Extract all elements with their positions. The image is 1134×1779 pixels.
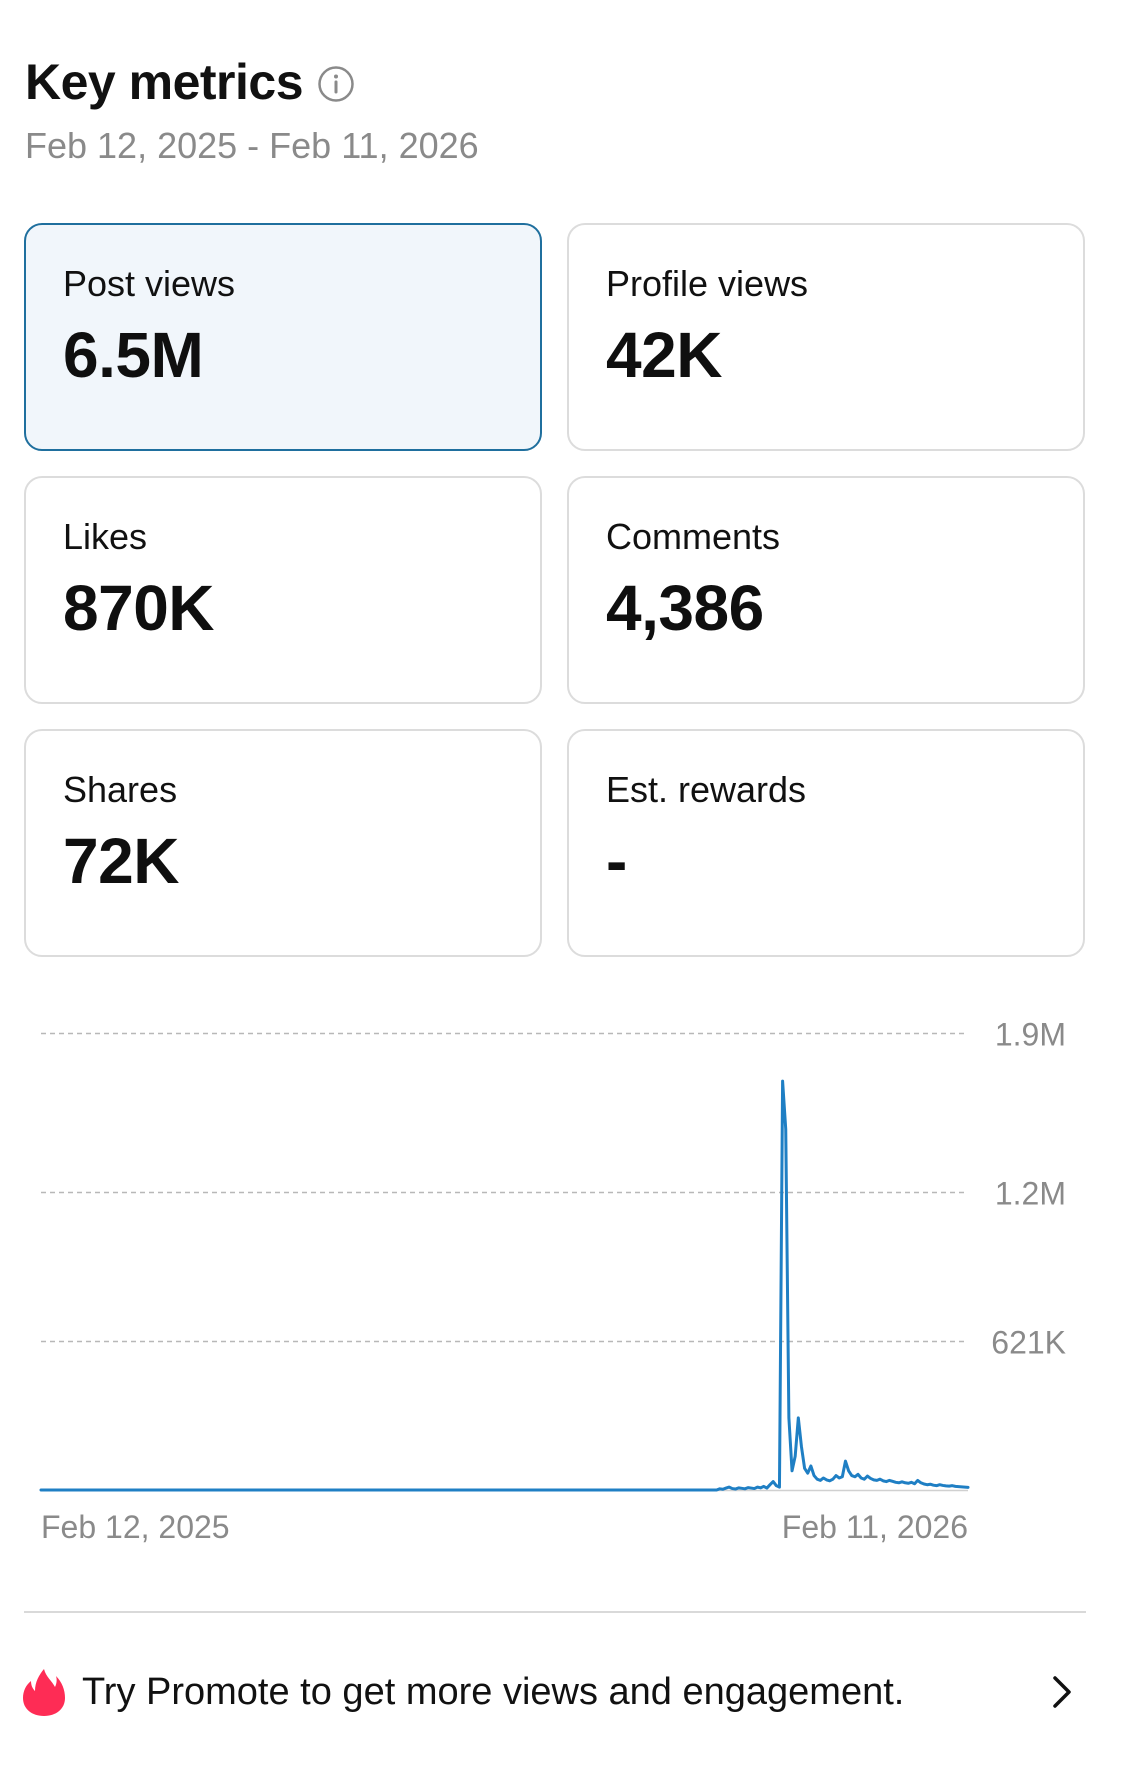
metric-card-post-views[interactable]: Post views 6.5M bbox=[24, 223, 542, 451]
promote-banner[interactable]: Try Promote to get more views and engage… bbox=[22, 1660, 1086, 1724]
promote-text: Try Promote to get more views and engage… bbox=[82, 1671, 905, 1713]
metric-value: - bbox=[606, 825, 627, 897]
metric-value: 42K bbox=[606, 319, 722, 391]
metric-value: 72K bbox=[63, 825, 179, 897]
x-tick-label-end: Feb 11, 2026 bbox=[782, 1509, 968, 1545]
metric-label: Comments bbox=[606, 516, 781, 557]
post-views-chart[interactable]: 1.9M 1.2M 621K Feb 12, 2025 Feb 11, 2026 bbox=[0, 990, 1134, 1570]
post-views-series-line bbox=[39, 1079, 970, 1492]
metric-label: Post views bbox=[63, 263, 236, 304]
page-title: Key metrics bbox=[25, 54, 304, 110]
chart-svg: 1.9M 1.2M 621K Feb 12, 2025 Feb 11, 2026 bbox=[39, 1017, 1066, 1545]
metric-label: Likes bbox=[63, 516, 148, 557]
metric-value: 6.5M bbox=[63, 319, 204, 391]
metric-label: Profile views bbox=[606, 263, 809, 304]
divider bbox=[24, 1611, 1086, 1613]
header: Key metrics Feb 12, 2025 - Feb 11, 2026 bbox=[25, 52, 479, 168]
y-tick-label: 1.2M bbox=[995, 1176, 1066, 1212]
x-tick-label-start: Feb 12, 2025 bbox=[41, 1509, 230, 1545]
metric-card-comments[interactable]: Comments 4,386 bbox=[567, 476, 1085, 704]
chevron-right-icon[interactable] bbox=[1048, 1672, 1076, 1712]
metric-value: 870K bbox=[63, 572, 215, 644]
metric-card-likes[interactable]: Likes 870K bbox=[24, 476, 542, 704]
title-row: Key metrics bbox=[25, 52, 479, 112]
metric-card-est-rewards[interactable]: Est. rewards - bbox=[567, 729, 1085, 957]
flame-icon bbox=[23, 1669, 65, 1716]
metric-label: Shares bbox=[63, 769, 178, 810]
y-tick-label: 621K bbox=[991, 1325, 1066, 1361]
y-tick-label: 1.9M bbox=[995, 1017, 1066, 1053]
metric-card-profile-views[interactable]: Profile views 42K bbox=[567, 223, 1085, 451]
info-circle-icon[interactable] bbox=[317, 65, 355, 103]
metric-cards: Post views 6.5M Profile views 42K Likes … bbox=[24, 223, 1086, 957]
metric-value: 4,386 bbox=[606, 572, 764, 644]
metric-label: Est. rewards bbox=[606, 769, 807, 810]
date-range[interactable]: Feb 12, 2025 - Feb 11, 2026 bbox=[25, 125, 479, 166]
metric-card-shares[interactable]: Shares 72K bbox=[24, 729, 542, 957]
